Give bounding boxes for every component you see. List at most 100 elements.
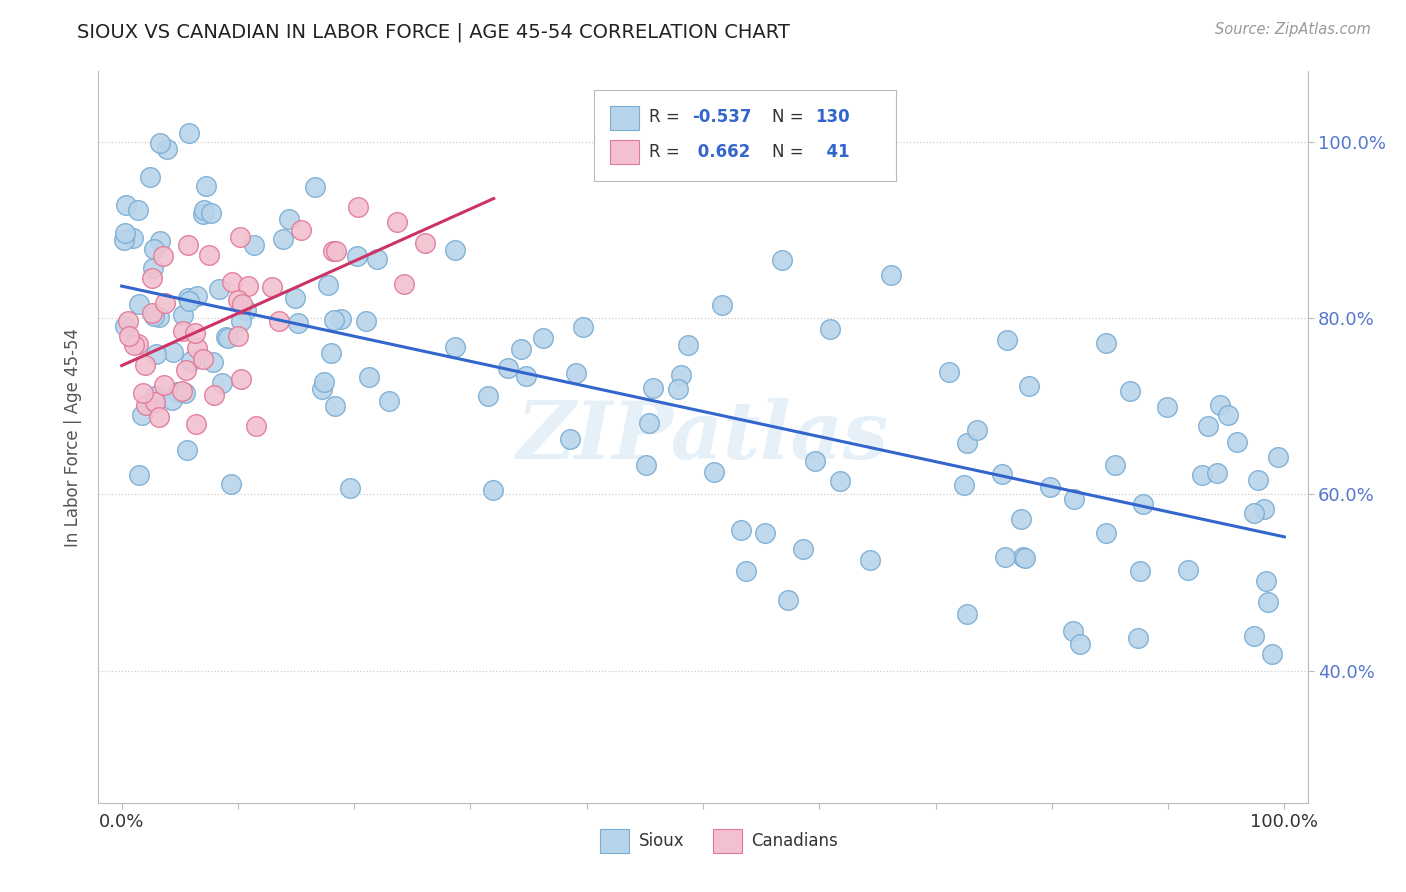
Point xyxy=(509,342,531,356)
Text: Sioux: Sioux xyxy=(638,832,685,850)
Point xyxy=(1063,491,1085,506)
Point xyxy=(217,331,239,345)
Point xyxy=(191,207,214,221)
Point xyxy=(1010,512,1032,526)
Point xyxy=(198,247,221,261)
Point xyxy=(1094,526,1116,541)
Point xyxy=(1267,450,1289,464)
Point xyxy=(142,242,165,256)
Point xyxy=(162,345,184,359)
Point xyxy=(1095,336,1118,351)
Point xyxy=(346,200,368,214)
Point xyxy=(221,275,243,289)
Point xyxy=(173,386,195,401)
FancyBboxPatch shape xyxy=(595,90,897,181)
Point xyxy=(678,338,700,352)
Point xyxy=(666,383,689,397)
Point xyxy=(141,260,163,275)
Point xyxy=(148,409,170,424)
Point xyxy=(231,297,253,311)
Point xyxy=(1218,408,1240,422)
Point xyxy=(818,322,841,336)
Point xyxy=(1253,501,1275,516)
Point xyxy=(330,312,353,326)
Point xyxy=(166,384,188,399)
Point xyxy=(803,454,825,468)
Point xyxy=(1206,466,1229,480)
Point xyxy=(956,607,979,622)
Point xyxy=(202,388,225,402)
Point xyxy=(214,330,236,344)
Point xyxy=(143,395,166,409)
Point xyxy=(1257,595,1279,609)
Point xyxy=(155,296,177,310)
Point xyxy=(482,483,505,497)
Text: 0.662: 0.662 xyxy=(692,143,751,161)
Point xyxy=(135,398,157,412)
Point xyxy=(242,238,264,252)
Point xyxy=(186,341,208,355)
Point xyxy=(1119,384,1142,398)
FancyBboxPatch shape xyxy=(610,106,638,130)
Point xyxy=(221,476,243,491)
Point xyxy=(231,314,253,328)
Point xyxy=(953,478,976,492)
Point xyxy=(145,346,167,360)
Point xyxy=(638,416,661,430)
Point xyxy=(444,340,467,354)
Point xyxy=(776,593,799,607)
Point xyxy=(128,297,150,311)
Point xyxy=(1062,624,1084,638)
Point xyxy=(319,346,342,360)
Point xyxy=(385,215,408,229)
Point xyxy=(346,249,368,263)
Point xyxy=(325,244,347,258)
Point xyxy=(143,389,166,403)
Point xyxy=(177,237,200,252)
Point xyxy=(128,468,150,483)
Point xyxy=(990,467,1012,481)
Point xyxy=(710,297,733,311)
Point xyxy=(273,232,295,246)
FancyBboxPatch shape xyxy=(713,830,742,853)
Point xyxy=(152,249,174,263)
Point xyxy=(880,268,903,283)
Point xyxy=(1156,401,1178,415)
Point xyxy=(392,277,415,292)
Point xyxy=(1191,468,1213,483)
Text: 130: 130 xyxy=(815,109,851,127)
Text: SIOUX VS CANADIAN IN LABOR FORCE | AGE 45-54 CORRELATION CHART: SIOUX VS CANADIAN IN LABOR FORCE | AGE 4… xyxy=(77,22,790,42)
Point xyxy=(1018,378,1040,392)
Point xyxy=(191,352,214,367)
Point xyxy=(565,366,588,380)
Point xyxy=(413,236,436,251)
Point xyxy=(134,358,156,372)
Text: R =: R = xyxy=(648,109,679,127)
Point xyxy=(152,377,174,392)
Point xyxy=(122,338,145,352)
Point xyxy=(226,328,249,343)
Point xyxy=(995,333,1018,347)
Text: N =: N = xyxy=(772,143,804,161)
Point xyxy=(141,271,163,285)
Point xyxy=(177,291,200,305)
Point xyxy=(703,465,725,479)
Point xyxy=(245,419,267,434)
Point xyxy=(287,316,309,330)
Point xyxy=(183,326,205,340)
Point xyxy=(322,244,344,259)
Point xyxy=(267,314,290,328)
Text: R =: R = xyxy=(648,143,679,161)
Point xyxy=(112,233,135,247)
Point xyxy=(1197,419,1219,434)
Point xyxy=(177,126,200,140)
Point xyxy=(211,376,233,390)
Point xyxy=(669,368,692,383)
Text: 41: 41 xyxy=(815,143,851,161)
FancyBboxPatch shape xyxy=(610,140,638,164)
Point xyxy=(149,234,172,248)
Point xyxy=(357,370,380,384)
Y-axis label: In Labor Force | Age 45-54: In Labor Force | Age 45-54 xyxy=(65,327,83,547)
Point xyxy=(277,212,299,227)
Point xyxy=(231,372,253,386)
